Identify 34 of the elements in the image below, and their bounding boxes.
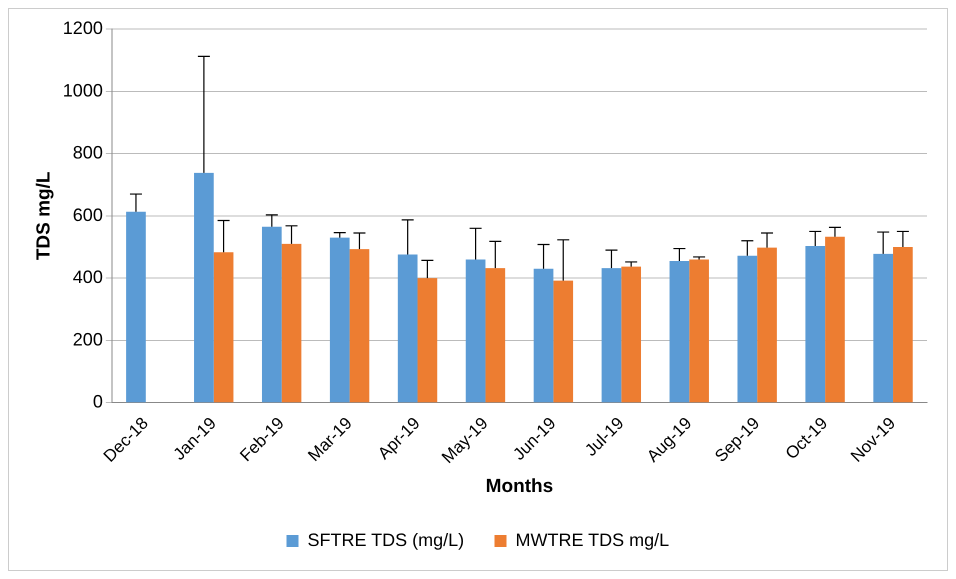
y-tick-label: 1000 xyxy=(62,80,103,100)
bar xyxy=(194,172,214,402)
bar xyxy=(398,254,418,402)
bar xyxy=(689,259,709,402)
bar xyxy=(466,259,486,402)
bar xyxy=(330,238,350,402)
x-axis-title: Months xyxy=(486,476,554,497)
bar xyxy=(737,256,758,402)
bar xyxy=(553,280,574,402)
bar xyxy=(126,212,146,402)
y-tick-label: 200 xyxy=(72,329,103,350)
bar xyxy=(893,246,913,402)
bar xyxy=(418,278,438,402)
bar xyxy=(214,252,234,402)
bar xyxy=(485,268,506,402)
bar xyxy=(621,266,642,402)
y-tick-label: 600 xyxy=(72,204,103,225)
bar xyxy=(757,248,777,402)
bar xyxy=(282,244,302,402)
legend-label: MWTRE TDS mg/L xyxy=(516,530,670,550)
y-tick-label: 0 xyxy=(92,392,103,412)
y-axis-title: TDS mg/L xyxy=(34,171,55,260)
bar xyxy=(873,254,894,402)
bar xyxy=(602,268,622,402)
y-tick-label: 800 xyxy=(72,142,103,163)
bar xyxy=(825,236,845,402)
bar xyxy=(670,261,690,402)
bar xyxy=(350,249,370,402)
y-tick-label: 400 xyxy=(72,267,103,288)
legend-label: SFTRE TDS (mg/L) xyxy=(307,530,464,550)
y-tick-label: 1200 xyxy=(62,18,103,38)
bar xyxy=(534,268,554,402)
bar xyxy=(262,226,282,402)
bar xyxy=(805,246,826,402)
